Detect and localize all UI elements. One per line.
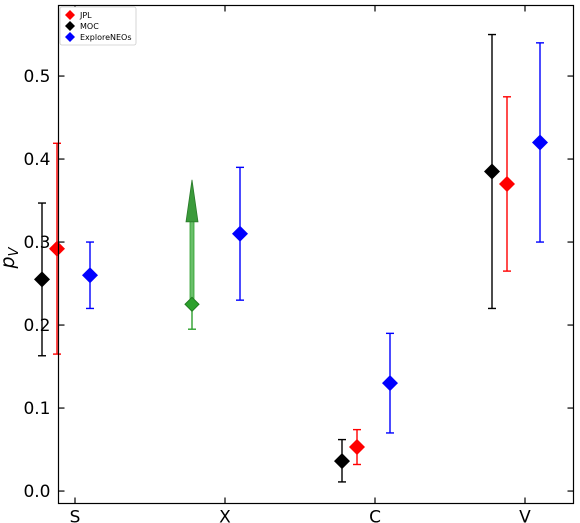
legend-items: JPL MOC ExploreNEOs — [65, 10, 132, 42]
plot-frame — [57, 4, 575, 505]
y-axis-title: pV — [0, 246, 22, 269]
limit-arrow-head — [185, 179, 199, 223]
x-tick-label: C — [369, 508, 381, 523]
data-point — [184, 296, 200, 313]
legend-marker — [65, 21, 75, 31]
limit-arrow-shaft — [189, 219, 195, 305]
data-point — [484, 163, 500, 180]
data-point — [82, 267, 98, 284]
y-tick-label: 0.5 — [23, 67, 50, 87]
legend-label: MOC — [80, 22, 99, 31]
y-tick-label: 0.2 — [23, 316, 50, 336]
data-point — [49, 240, 65, 257]
marks-layer — [34, 33, 548, 483]
data-point — [349, 439, 365, 456]
legend: JPL MOC ExploreNEOs — [59, 6, 137, 46]
x-tick-label: X — [219, 508, 231, 523]
data-point — [34, 271, 50, 288]
y-tick-label: 0.1 — [23, 399, 50, 419]
y-tick-label: 0.3 — [23, 233, 50, 253]
data-point — [334, 453, 350, 470]
legend-marker — [65, 10, 75, 20]
data-point — [532, 134, 548, 151]
y-axis-title-sub: V — [7, 246, 22, 256]
x-tick-label: S — [70, 508, 81, 523]
y-axis-title-main: p — [0, 256, 19, 269]
legend-marker — [65, 32, 75, 42]
y-tick-label: 0.4 — [23, 150, 50, 170]
data-point — [382, 375, 398, 392]
legend-box — [59, 6, 137, 46]
legend-label: JPL — [79, 11, 92, 20]
ticks-layer: 0.0 0.1 0.2 0.3 0.4 0.5 S X C V — [23, 5, 574, 523]
data-point — [499, 175, 515, 192]
data-point — [232, 225, 248, 242]
x-tick-label: V — [519, 508, 531, 523]
legend-label: ExploreNEOs — [80, 33, 132, 42]
y-tick-label: 0.0 — [23, 482, 50, 502]
